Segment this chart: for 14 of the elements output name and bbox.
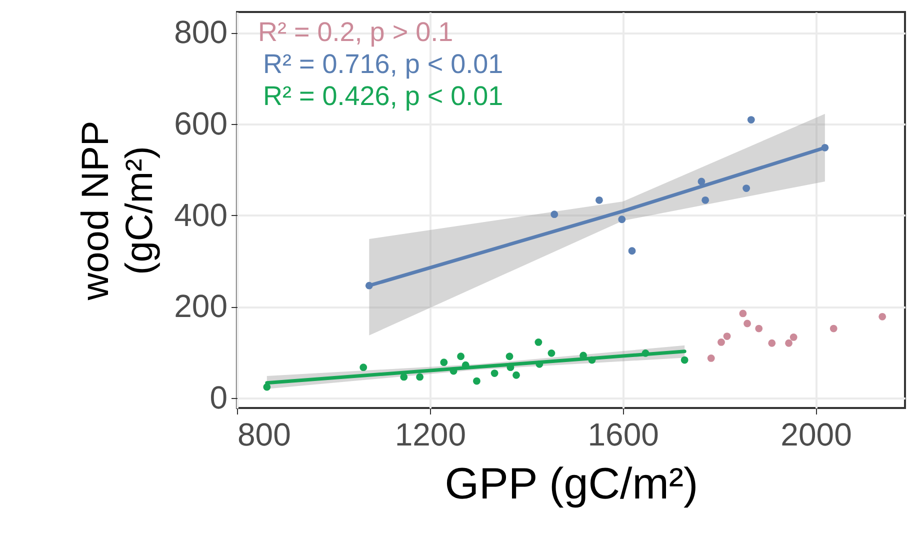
y-tick-label: 600 [174,105,228,142]
y-tick-label: 200 [174,288,228,324]
x-tick-label: 1200 [394,416,466,452]
x-axis-title: GPP (gC/m²) [444,460,698,508]
annotation: R² = 0.716, p < 0.01 [263,49,504,79]
y-tick-label: 0 [210,379,228,416]
y-tick-label: 400 [174,196,228,233]
y-tick-label: 800 [174,14,228,50]
x-tick-label: 2000 [780,416,852,452]
annotation: R² = 0.2, p > 0.1 [258,17,454,47]
y-axis-title: wood NPP (gC/m²) [75,120,162,302]
x-tick-label: 1600 [588,416,659,452]
annotation: R² = 0.426, p < 0.01 [263,81,504,111]
x-tick-label: 800 [238,416,291,452]
